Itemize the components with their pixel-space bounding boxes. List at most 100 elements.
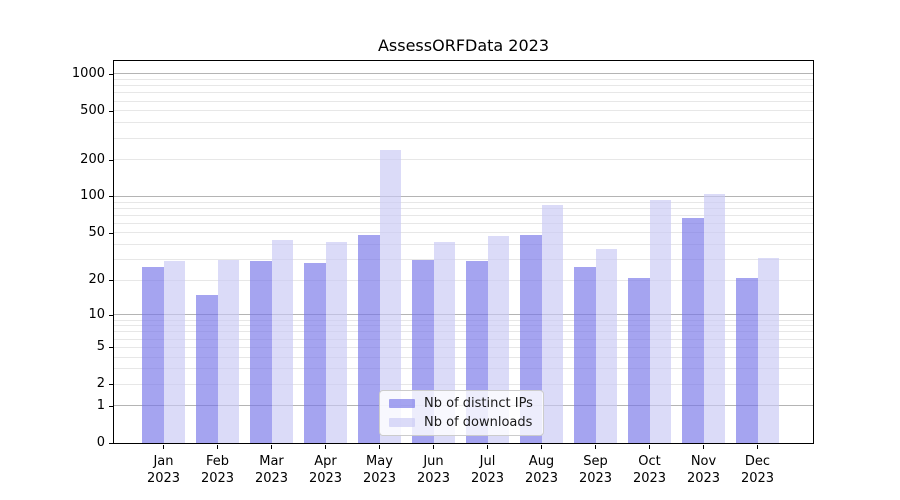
y-axis-tick-label: 50 — [88, 224, 105, 240]
plot-area: Nb of distinct IPs Nb of downloads — [113, 60, 814, 444]
x-label-month: Aug — [528, 454, 555, 469]
gridline-minor — [114, 207, 813, 209]
x-label-year: 2023 — [416, 471, 451, 486]
x-axis-tick-label: Feb 2023 — [188, 453, 248, 487]
gridline-minor — [114, 79, 813, 81]
x-axis-tick-label: May 2023 — [350, 453, 410, 487]
x-label-year: 2023 — [200, 471, 235, 486]
gridline-minor — [114, 259, 813, 261]
gridline-minor — [114, 356, 813, 358]
y-axis-tick-label: 20 — [88, 272, 105, 288]
y-axis-tick-label: 100 — [80, 188, 105, 204]
x-tick-mark — [649, 445, 650, 449]
x-label-year: 2023 — [362, 471, 397, 486]
x-label-month: Feb — [205, 454, 230, 469]
bar-distinct-ips — [682, 217, 704, 443]
bar-downloads — [217, 259, 239, 443]
bar-downloads — [595, 248, 617, 443]
bar-downloads — [271, 239, 293, 443]
gridline-major — [114, 314, 813, 316]
x-label-year: 2023 — [632, 471, 667, 486]
x-tick-mark — [595, 445, 596, 449]
gridline-minor — [114, 100, 813, 102]
x-label-month: Jun — [423, 454, 444, 469]
y-axis-tick-label: 10 — [88, 306, 105, 322]
y-axis-tick-label: 2 — [96, 376, 105, 392]
x-tick-mark — [703, 445, 704, 449]
x-axis-tick-label: Dec 2023 — [728, 453, 788, 487]
y-axis-tick-label: 0 — [96, 435, 105, 450]
x-tick-mark — [433, 445, 434, 449]
y-tick-mark — [109, 73, 113, 75]
y-axis-tick-label: 1000 — [71, 65, 105, 81]
chart-title: AssessORFData 2023 — [377, 36, 550, 55]
gridline-minor — [114, 331, 813, 333]
x-label-month: Dec — [744, 454, 771, 469]
x-axis-tick-label: Mar 2023 — [242, 453, 302, 487]
gridline-major — [114, 195, 813, 197]
bar-distinct-ips — [628, 277, 650, 443]
legend-row-downloads: Nb of downloads — [389, 415, 533, 430]
y-tick-mark — [109, 443, 113, 444]
y-axis-tick-label: 5 — [96, 339, 105, 355]
y-tick-mark — [109, 405, 113, 407]
y-axis-tick-label: 500 — [80, 102, 105, 118]
x-label-year: 2023 — [308, 471, 343, 486]
x-label-month: Apr — [314, 454, 337, 469]
bar-distinct-ips — [736, 277, 758, 443]
bar-downloads — [379, 150, 401, 443]
gridline-minor — [114, 279, 813, 281]
x-axis-tick-label: Jul 2023 — [458, 453, 518, 487]
legend-label-distinct-ips: Nb of distinct IPs — [424, 396, 533, 411]
x-axis-tick-label: Nov 2023 — [674, 453, 734, 487]
legend-swatch-distinct-ips — [389, 399, 415, 408]
gridline-minor — [114, 122, 813, 124]
gridline-minor — [114, 325, 813, 327]
gridline-minor — [114, 214, 813, 216]
gridline-minor — [114, 85, 813, 87]
legend-label-downloads: Nb of downloads — [424, 415, 533, 430]
y-tick-mark — [109, 232, 113, 234]
bar-downloads — [649, 200, 671, 443]
bar-downloads — [163, 261, 185, 443]
x-tick-mark — [757, 445, 758, 449]
x-label-month: Jan — [153, 454, 174, 469]
bar-downloads — [757, 257, 779, 443]
gridline-minor — [114, 110, 813, 112]
y-tick-mark — [109, 384, 113, 386]
x-label-month: Mar — [259, 454, 284, 469]
x-axis-tick-label: Apr 2023 — [296, 453, 356, 487]
bar-downloads — [325, 242, 347, 443]
x-axis-tick-label: Sep 2023 — [566, 453, 626, 487]
gridline-major — [114, 73, 813, 75]
x-axis-tick-label: Aug 2023 — [512, 453, 572, 487]
x-tick-mark — [163, 445, 164, 449]
gridline-minor — [114, 338, 813, 340]
bar-downloads — [703, 194, 725, 443]
bar-distinct-ips — [358, 235, 380, 443]
bar-distinct-ips — [304, 263, 326, 443]
y-tick-mark — [109, 280, 113, 282]
y-tick-mark — [109, 314, 113, 316]
bar-downloads — [541, 205, 563, 443]
gridline-minor — [114, 201, 813, 203]
gridline-minor — [114, 232, 813, 234]
gridline-minor — [114, 346, 813, 348]
x-label-year: 2023 — [470, 471, 505, 486]
x-label-month: Sep — [583, 454, 608, 469]
y-tick-mark — [109, 159, 113, 161]
x-label-year: 2023 — [254, 471, 289, 486]
x-label-month: May — [366, 454, 393, 469]
x-axis-tick-label: Jun 2023 — [404, 453, 464, 487]
legend: Nb of distinct IPs Nb of downloads — [379, 390, 544, 436]
bar-distinct-ips — [250, 261, 272, 443]
y-tick-mark — [109, 196, 113, 198]
x-tick-mark — [487, 445, 488, 449]
gridline-minor — [114, 244, 813, 246]
y-tick-mark — [109, 347, 113, 349]
bar-distinct-ips — [574, 266, 596, 443]
x-label-year: 2023 — [740, 471, 775, 486]
bar-distinct-ips — [142, 266, 164, 443]
x-label-year: 2023 — [524, 471, 559, 486]
